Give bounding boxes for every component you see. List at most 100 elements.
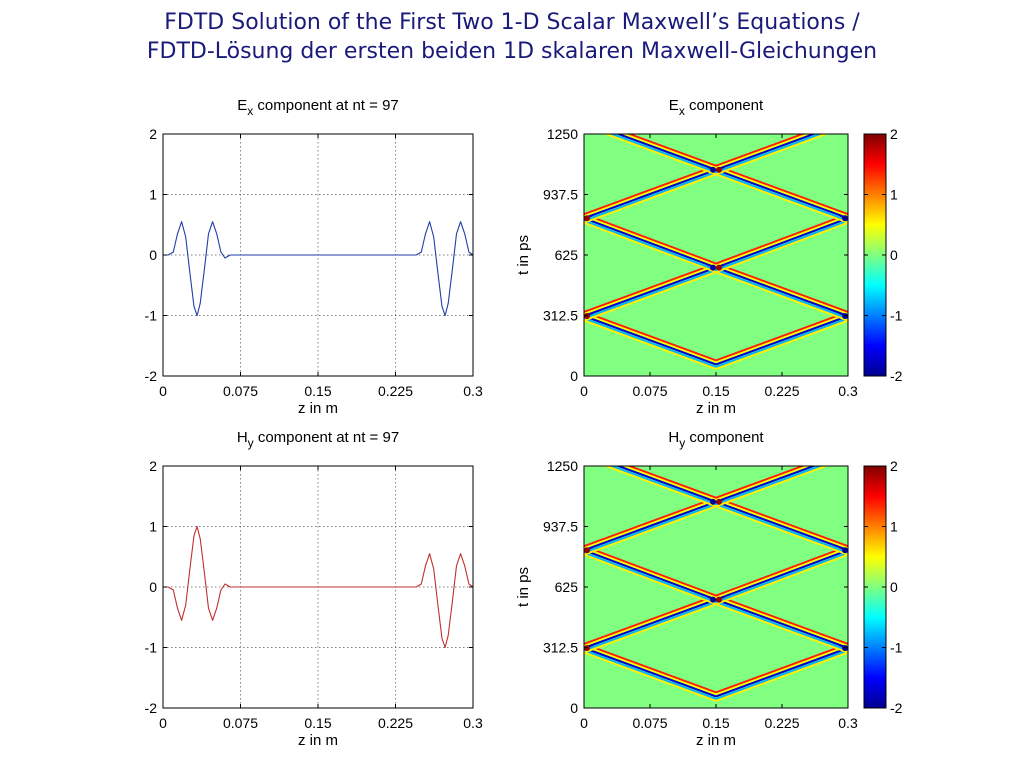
hy-heat-colorbar-tick-label: 2 bbox=[890, 458, 898, 474]
ex-heat-colorbar-tick-label: 1 bbox=[890, 187, 898, 203]
ex-line-y-tick-label: 0 bbox=[149, 247, 157, 263]
hy-heat-wavefront-right bbox=[713, 466, 848, 698]
hy-heat-wavefronts bbox=[578, 466, 854, 702]
hy-heat-colorbar-tick-label: 0 bbox=[890, 579, 898, 595]
hy-line-x-tick-label: 0.15 bbox=[304, 715, 331, 731]
ex-heat-wavefront-right bbox=[713, 134, 848, 368]
hy-heat-wavefront-right bbox=[713, 466, 848, 702]
hy-heat-x-tick-label: 0 bbox=[580, 715, 588, 731]
ex-heat-wavefronts bbox=[578, 134, 854, 370]
hy-heat-hotspot bbox=[716, 596, 722, 603]
ex-heat-wavefront-left bbox=[584, 134, 719, 366]
hy-line-x-tick-label: 0.3 bbox=[463, 715, 483, 731]
ex-heat-y-tick-label: 1250 bbox=[547, 126, 578, 142]
ex-heat-y-tick-label: 937.5 bbox=[543, 187, 578, 203]
ex-heat-wavefront-right bbox=[713, 134, 848, 362]
hy-heat-hotspot bbox=[710, 596, 716, 603]
hy-heat-wavefront-right bbox=[713, 466, 848, 700]
ex-heat-hotspot bbox=[716, 166, 722, 173]
ex-heat-hotspot bbox=[710, 264, 716, 271]
ex-heat-wavefront-left bbox=[584, 134, 719, 370]
hy-heat-hotspot bbox=[584, 547, 590, 554]
ex-line-axes: 0 0.075 0.15 0.225 0.3 -2 -1 0 1 2 z in m Ex compon… bbox=[145, 97, 483, 417]
hy-heat-hotspot bbox=[578, 547, 584, 553]
hy-heat-colorbar-tick-label: -2 bbox=[890, 700, 903, 716]
hy-line-x-axis-label: z in m bbox=[298, 732, 338, 749]
hy-line-axes: 0 0.075 0.15 0.225 0.3 -2 -1 0 1 2 z in m Hy compon… bbox=[145, 429, 483, 749]
ex-heat-y-tick-label: 625 bbox=[555, 247, 579, 263]
ex-heat-hotspot bbox=[578, 215, 584, 221]
hy-heat-x-axis-label: z in m bbox=[696, 732, 736, 749]
ex-heat-hotspot bbox=[848, 313, 854, 319]
hy-heat-wavefront-left bbox=[584, 466, 719, 700]
hy-heat-y-tick-label: 1250 bbox=[547, 458, 578, 474]
hy-line-x-tick-label: 0 bbox=[159, 715, 167, 731]
ex-heat-colorbar: -2 -1 0 1 2 bbox=[863, 126, 903, 384]
hy-heat-x-tick-label: 0.15 bbox=[702, 715, 729, 731]
hy-heat-wavefront-right bbox=[713, 466, 848, 694]
hy-heat-axes: 0 0.075 0.15 0.225 0.3 0 312.5 625 937.5 1250 z in… bbox=[515, 429, 858, 749]
ex-heat-title: Ex component bbox=[669, 97, 764, 118]
hy-line-y-tick-label: 1 bbox=[149, 519, 157, 535]
hy-heat-y-tick-label: 0 bbox=[570, 700, 578, 716]
hy-heat-hotspot bbox=[578, 645, 584, 651]
ex-line-y-tick-label: -1 bbox=[145, 308, 158, 324]
ex-heat-x-tick-label: 0.3 bbox=[838, 383, 858, 399]
ex-heat-x-axis-label: z in m bbox=[696, 400, 736, 417]
hy-heat-colorbar-tick-label: -1 bbox=[890, 640, 903, 656]
ex-heat-colorbar-tick-label: -1 bbox=[890, 308, 903, 324]
ex-line-x-tick-label: 0.075 bbox=[223, 383, 258, 399]
hy-line-series-line bbox=[163, 525, 474, 649]
ex-heat-x-tick-label: 0.15 bbox=[702, 383, 729, 399]
hy-heat-x-tick-label: 0.075 bbox=[632, 715, 667, 731]
ex-line-y-tick-label: 2 bbox=[149, 126, 157, 142]
hy-heat-y-tick-label: 625 bbox=[555, 579, 579, 595]
hy-line-x-tick-label: 0.225 bbox=[378, 715, 413, 731]
page-title: FDTD Solution of the First Two 1-D Scala… bbox=[0, 8, 1024, 66]
ex-heat-wavefront-left bbox=[584, 134, 719, 362]
hy-heat-x-tick-label: 0.3 bbox=[838, 715, 858, 731]
ex-heat-x-tick-label: 0.075 bbox=[632, 383, 667, 399]
ex-heat-wavefront-left bbox=[584, 134, 719, 364]
ex-line-x-tick-label: 0.225 bbox=[378, 383, 413, 399]
hy-heat-colorbar: -2 -1 0 1 2 bbox=[863, 458, 903, 716]
ex-heat-hotspot bbox=[848, 215, 854, 221]
ex-line-title: Ex component at nt = 97 bbox=[237, 97, 399, 118]
ex-heat-wavefront-right bbox=[713, 134, 848, 370]
ex-line-x-tick-label: 0.15 bbox=[304, 383, 331, 399]
hy-heat-y-axis-label: t in ps bbox=[515, 567, 532, 607]
ex-heat-hotspot bbox=[584, 215, 590, 222]
hy-heat-y-tick-label: 937.5 bbox=[543, 519, 578, 535]
hy-line-y-tick-label: -2 bbox=[145, 700, 158, 716]
hy-heat-y-tick-label: 312.5 bbox=[543, 640, 578, 656]
hy-heat-wavefront-right bbox=[713, 466, 848, 696]
ex-heat-colorbar-tick-label: -2 bbox=[890, 368, 903, 384]
hy-heat-hotspot bbox=[842, 547, 848, 554]
ex-heat-colorbar-tick-label: 2 bbox=[890, 126, 898, 142]
hy-heat-wavefront-left bbox=[584, 466, 719, 698]
hy-line-title: Hy component at nt = 97 bbox=[237, 429, 399, 450]
page-title-line-1: FDTD Solution of the First Two 1-D Scala… bbox=[164, 10, 860, 35]
ex-heat-axes: 0 0.075 0.15 0.225 0.3 0 312.5 625 937.5 1250 z in… bbox=[515, 97, 858, 417]
hy-line-x-tick-label: 0.075 bbox=[223, 715, 258, 731]
ex-line-series-line bbox=[163, 221, 474, 317]
hy-heat-hotspot bbox=[848, 547, 854, 553]
hy-line-y-tick-label: 0 bbox=[149, 579, 157, 595]
ex-heat-colorbar-tick-label: 0 bbox=[890, 247, 898, 263]
hy-heat-hotspot bbox=[710, 498, 716, 505]
hy-heat-wavefront-left bbox=[584, 466, 719, 694]
ex-line-x-tick-label: 0 bbox=[159, 383, 167, 399]
ex-heat-wavefront-left bbox=[584, 134, 719, 368]
hy-heat-x-tick-label: 0.225 bbox=[764, 715, 799, 731]
page-title-line-2: FDTD-Lösung der ersten beiden 1D skalare… bbox=[146, 39, 878, 64]
ex-line-y-tick-label: 1 bbox=[149, 187, 157, 203]
hy-heat-hotspot bbox=[848, 645, 854, 651]
hy-line-y-tick-label: -1 bbox=[145, 640, 158, 656]
ex-heat-hotspot bbox=[578, 313, 584, 319]
ex-line-y-tick-label: -2 bbox=[145, 368, 158, 384]
ex-heat-wavefront-right bbox=[713, 134, 848, 366]
hy-heat-wavefront-left bbox=[584, 466, 719, 702]
ex-line-x-tick-label: 0.3 bbox=[463, 383, 483, 399]
ex-heat-wavefront-right bbox=[713, 134, 848, 364]
